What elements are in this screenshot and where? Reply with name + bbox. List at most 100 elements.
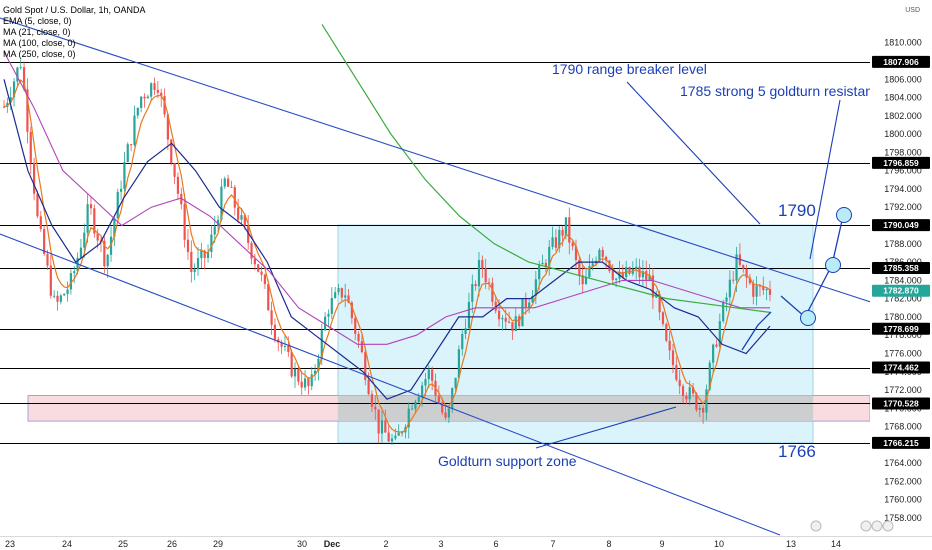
candle-body	[541, 262, 544, 265]
candle-body	[384, 420, 387, 433]
candle-body	[705, 389, 708, 413]
x-tick-label: 30	[297, 539, 307, 549]
chart-title: Gold Spot / U.S. Dollar, 1h, OANDA	[3, 5, 146, 15]
time-axis[interactable]: 23 24 25 26 29 30 Dec 2 3 6 7 8 9 10 13 14	[5, 539, 841, 549]
current-price-label: 1782.870	[872, 284, 930, 297]
y-tick-label: 1804.000	[884, 93, 922, 103]
x-tick-label: 26	[167, 539, 177, 549]
candle-body	[558, 229, 561, 248]
candle-body	[658, 293, 661, 313]
candle-body	[461, 334, 464, 350]
candle-body	[83, 232, 86, 248]
candle-body	[33, 162, 36, 194]
candle-body	[133, 115, 136, 145]
candle-body	[615, 278, 618, 280]
economic-events[interactable]	[810, 520, 894, 532]
candle-body	[447, 408, 450, 418]
level-label-0: 1807.906	[872, 55, 930, 68]
level-label-6: 1770.528	[872, 397, 930, 410]
candle-body	[237, 207, 240, 220]
candle-body	[347, 295, 350, 303]
range-breaker-pointer	[626, 81, 761, 225]
x-tick-label: 25	[118, 539, 128, 549]
candle-body	[126, 144, 129, 163]
candle-body	[36, 193, 39, 217]
candle-body	[26, 89, 29, 132]
candle-body	[253, 258, 256, 265]
level-label-text: 1774.462	[883, 363, 919, 373]
candle-body	[732, 279, 735, 281]
candle-body	[691, 387, 695, 394]
flag-icon-gb[interactable]	[871, 520, 883, 532]
projection-point-3	[836, 207, 852, 223]
candle-body	[140, 96, 143, 108]
candle-body	[270, 310, 273, 325]
candle-body	[548, 246, 551, 267]
x-tick-label: 9	[659, 539, 664, 549]
current-price-text: 1782.870	[883, 286, 919, 296]
candle-body	[457, 349, 461, 378]
moving-averages-layer	[3, 24, 771, 433]
level-label-text: 1785.358	[883, 263, 919, 273]
candle-body	[591, 263, 594, 266]
x-tick-label: 3	[438, 539, 443, 549]
candle-body	[765, 289, 768, 291]
candle-body	[487, 282, 491, 284]
legend-item-ma100: MA (100, close, 0)	[3, 38, 76, 48]
legend[interactable]: Gold Spot / U.S. Dollar, 1h, OANDA EMA (…	[3, 5, 146, 59]
flag-icon-us-2[interactable]	[860, 520, 872, 532]
y-tick-label: 1762.000	[884, 476, 922, 486]
candle-body	[136, 107, 139, 116]
candle-body	[43, 229, 46, 255]
candle-body	[604, 256, 608, 261]
candle-body	[768, 289, 772, 295]
candle-body	[150, 83, 153, 97]
flag-icon-us-3[interactable]	[882, 520, 894, 532]
candle-body	[611, 271, 614, 280]
candle-body	[645, 271, 648, 280]
candle-body	[424, 379, 427, 386]
candle-body	[417, 396, 420, 402]
y-tick-label: 1798.000	[884, 147, 922, 157]
level-label-box	[872, 55, 930, 68]
candle-body	[695, 393, 698, 410]
candle-body	[504, 317, 507, 322]
candle-body	[196, 258, 200, 270]
flag-icon-us[interactable]	[810, 520, 822, 532]
candle-body	[86, 204, 89, 233]
candle-body	[745, 268, 748, 278]
candle-body	[601, 249, 604, 257]
candle-body	[444, 412, 447, 418]
level-label-4: 1778.699	[872, 322, 930, 335]
candle-body	[153, 83, 156, 91]
candle-body	[66, 289, 69, 295]
candle-body	[377, 409, 380, 434]
candle-body	[213, 226, 216, 235]
candle-body	[421, 385, 424, 397]
candle-body	[668, 340, 671, 351]
level-label-text: 1766.215	[883, 438, 919, 448]
current-price-box	[872, 284, 930, 297]
candle-body	[220, 186, 223, 220]
candle-body	[722, 301, 725, 322]
candle-body	[330, 297, 333, 314]
y-tick-label: 1796.000	[884, 166, 922, 176]
candle-body	[551, 237, 554, 247]
y-tick-label: 1780.000	[884, 312, 922, 322]
legend-item-ma250: MA (250, close, 0)	[3, 49, 76, 59]
candle-body	[491, 282, 494, 302]
candle-body	[156, 90, 159, 93]
level-label-5: 1774.462	[872, 361, 930, 374]
candle-body	[364, 352, 367, 380]
candle-body	[665, 323, 668, 341]
candle-body	[410, 408, 414, 410]
price-axis[interactable]: 1758.0001760.0001762.0001764.0001766.000…	[884, 38, 922, 523]
candle-body	[247, 225, 250, 243]
candle-body	[230, 186, 233, 188]
candle-body	[588, 265, 591, 277]
candle-body	[19, 67, 22, 69]
candle-body	[360, 341, 364, 353]
candle-body	[397, 432, 400, 436]
candle-body	[143, 96, 146, 99]
